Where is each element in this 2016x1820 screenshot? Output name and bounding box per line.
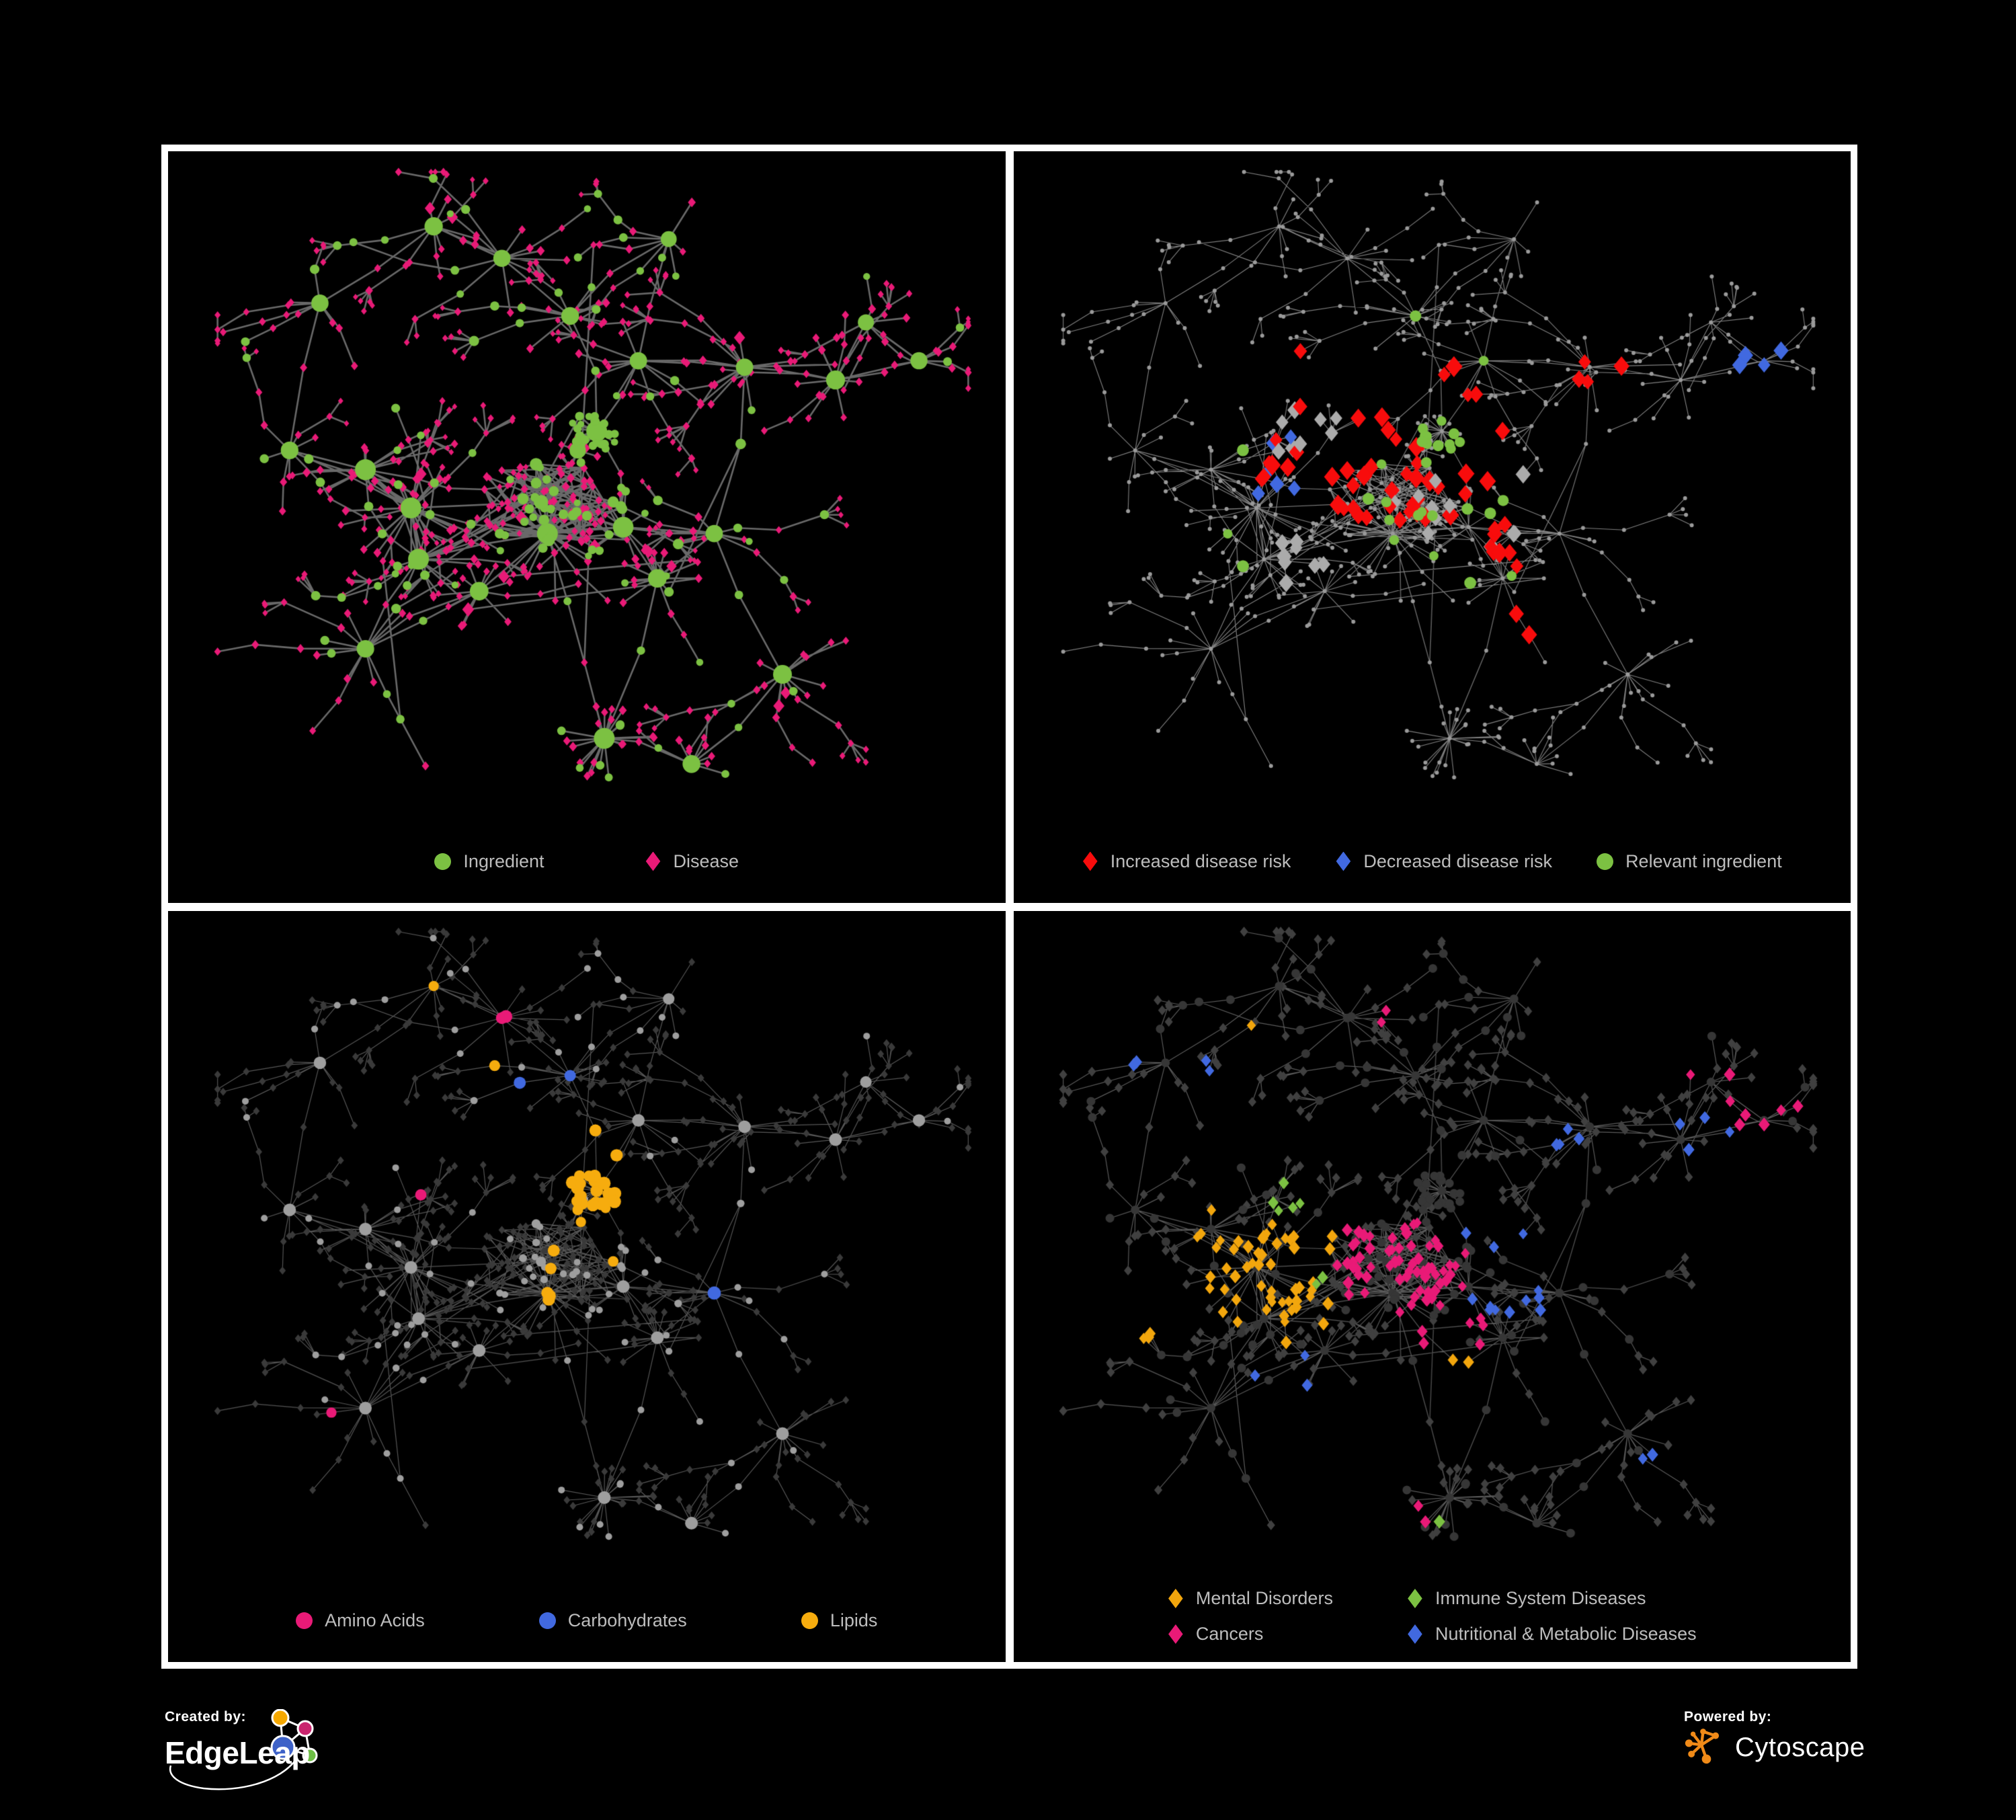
legend-item-amino-acids: Amino Acids (296, 1610, 425, 1631)
relevant-ingredient-circle-icon (1597, 853, 1614, 870)
powered-by-block: Powered by: Cytoscape (1684, 1709, 1912, 1796)
legend-item-decreased-disease-risk: Decreased disease risk (1335, 851, 1552, 872)
legend-label: Nutritional & Metabolic Diseases (1435, 1624, 1697, 1644)
ingredient-circle-icon (434, 853, 452, 870)
cancers-diamond-icon (1168, 1624, 1183, 1644)
edgeleap-node-green (302, 1747, 318, 1764)
panel-macronutrient-class-network: Amino Acids Carbohydrates Lipids (168, 910, 1006, 1662)
amino-acids-circle-icon (296, 1612, 313, 1629)
decreased-disease-risk-diamond-icon (1336, 851, 1351, 871)
legend-item-carbohydrates: Carbohydrates (538, 1610, 687, 1631)
edgeleap-node-magenta (296, 1720, 314, 1737)
legend-item-nutritional-metabolic-diseases: Nutritional & Metabolic Diseases (1407, 1624, 1697, 1645)
cytoscape-logo (1685, 1729, 1720, 1764)
legend-item-immune-system-diseases: Immune System Diseases (1407, 1588, 1697, 1609)
network-canvas-disease-risk (1013, 151, 1851, 903)
created-by-label: Created by: (165, 1709, 247, 1725)
legend-item-increased-disease-risk: Increased disease risk (1082, 851, 1291, 872)
legend-label: Carbohydrates (567, 1610, 687, 1630)
panel-disease-risk-network: Increased disease risk Decreased disease … (1013, 151, 1851, 903)
network-canvas-ingredient-disease (168, 151, 1006, 903)
edgeleap-swoosh (169, 1758, 298, 1790)
legend-label: Lipids (830, 1610, 878, 1630)
lipids-circle-icon (801, 1612, 818, 1629)
panel-ingredient-disease-network: Ingredient Disease (168, 151, 1006, 903)
legend-item-relevant-ingredient: Relevant ingredient (1597, 851, 1782, 872)
powered-by-label: Powered by: (1684, 1709, 1772, 1725)
legend-ingredient-disease: Ingredient Disease (168, 851, 1006, 872)
legend-label: Ingredient (463, 850, 545, 871)
legend-item-ingredient: Ingredient (434, 850, 545, 872)
legend-label: Mental Disorders (1195, 1588, 1333, 1608)
created-by-block: Created by: EdgeLeap (165, 1709, 481, 1810)
legend-label: Amino Acids (325, 1610, 425, 1630)
edgeleap-node-amber (271, 1709, 290, 1727)
legend-item-lipids: Lipids (801, 1610, 878, 1631)
panel-disease-category-network: Mental Disorders Immune System Diseases Ca… (1013, 910, 1851, 1662)
legend-label: Disease (673, 850, 739, 871)
legend-item-disease: Disease (645, 851, 739, 872)
legend-label: Immune System Diseases (1435, 1588, 1646, 1608)
edgeleap-logo (169, 1709, 318, 1790)
legend-label: Increased disease risk (1110, 850, 1291, 871)
network-canvas-disease-category (1013, 910, 1851, 1662)
legend-disease-category: Mental Disorders Immune System Diseases Ca… (1014, 1588, 1851, 1645)
immune-system-diseases-diamond-icon (1408, 1589, 1422, 1608)
nutritional-metabolic-diseases-diamond-icon (1408, 1624, 1422, 1644)
carbohydrates-circle-icon (538, 1612, 556, 1629)
cytoscape-wordmark: Cytoscape (1735, 1732, 1865, 1762)
disease-diamond-icon (645, 851, 661, 871)
legend-item-mental-disorders: Mental Disorders (1168, 1588, 1333, 1609)
mental-disorders-diamond-icon (1168, 1589, 1183, 1608)
panel-grid: Ingredient Disease Increased disease risk… (161, 145, 1857, 1669)
legend-label: Cancers (1195, 1624, 1264, 1644)
network-canvas-macronutrient (168, 910, 1006, 1662)
legend-macronutrient: Amino Acids Carbohydrates Lipids (168, 1610, 1006, 1631)
legend-item-cancers: Cancers (1168, 1624, 1333, 1645)
legend-disease-risk: Increased disease risk Decreased disease … (1014, 851, 1851, 872)
legend-label: Decreased disease risk (1363, 850, 1553, 871)
legend-label: Relevant ingredient (1625, 850, 1782, 871)
edgeleap-wordmark: EdgeLeap (165, 1735, 310, 1770)
increased-disease-risk-diamond-icon (1082, 851, 1098, 871)
edgeleap-node-blue (270, 1735, 296, 1760)
